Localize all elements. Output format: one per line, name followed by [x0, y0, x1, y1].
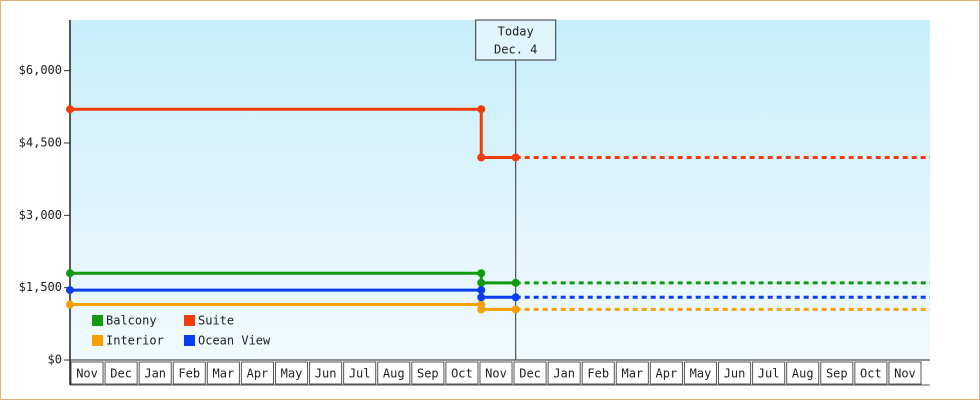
- month-cell: [888, 361, 922, 385]
- series-line: [70, 271, 516, 285]
- point: [511, 153, 520, 162]
- month-cell: [752, 361, 786, 385]
- point: [66, 300, 74, 309]
- legend-label: Interior: [106, 334, 164, 348]
- x-tick-label: Sep: [417, 367, 439, 381]
- month-cell: [240, 361, 274, 385]
- y-tick-label: $3,000: [19, 208, 62, 222]
- month-cell: [615, 361, 649, 385]
- y-tick-label: $6,000: [19, 63, 62, 77]
- x-tick-label: Nov: [76, 367, 98, 381]
- point: [66, 105, 74, 114]
- x-tick-label: Jan: [553, 367, 575, 381]
- legend-swatch: [184, 335, 195, 346]
- point: [66, 286, 74, 295]
- x-tick-label: Oct: [451, 367, 473, 381]
- point: [477, 305, 486, 314]
- y-tick-label: $1,500: [19, 280, 62, 294]
- month-cell: [172, 361, 206, 385]
- point: [477, 293, 486, 302]
- month-cell: [547, 361, 581, 385]
- month-cell: [445, 361, 479, 385]
- month-cell: [411, 361, 445, 385]
- legend-swatch: [92, 335, 103, 346]
- x-tick-label: May: [690, 367, 712, 381]
- legend-label: Balcony: [106, 314, 157, 328]
- y-tick-label: $0: [48, 353, 62, 367]
- month-cell: [309, 361, 343, 385]
- point: [477, 269, 486, 278]
- month-cell: [138, 361, 172, 385]
- x-tick-label: Jan: [144, 367, 166, 381]
- legend-swatch: [92, 315, 103, 326]
- month-cell: [649, 361, 683, 385]
- x-tick-label: Feb: [178, 367, 200, 381]
- series-line: [70, 107, 516, 159]
- x-tick-label: Nov: [485, 367, 507, 381]
- legend-label: Suite: [198, 314, 234, 328]
- legend-label: Ocean View: [198, 334, 271, 348]
- x-tick-label: May: [281, 367, 303, 381]
- month-cell: [70, 361, 104, 385]
- point: [511, 278, 520, 287]
- point: [511, 293, 520, 302]
- point: [477, 286, 486, 295]
- x-tick-label: Dec: [110, 367, 132, 381]
- x-tick-label: Apr: [656, 367, 678, 381]
- month-cell: [718, 361, 752, 385]
- point: [477, 105, 486, 114]
- month-cell: [581, 361, 615, 385]
- today-label: Today: [498, 25, 534, 39]
- x-tick-label: Dec: [519, 367, 541, 381]
- x-tick-label: Jul: [758, 367, 780, 381]
- point: [477, 153, 486, 162]
- legend-swatch: [184, 315, 195, 326]
- month-cell: [343, 361, 377, 385]
- month-cell: [206, 361, 240, 385]
- point: [511, 305, 520, 314]
- month-cell: [786, 361, 820, 385]
- x-tick-label: Jun: [315, 367, 337, 381]
- month-cell: [683, 361, 718, 385]
- x-tick-label: Apr: [247, 367, 269, 381]
- x-tick-label: Jul: [349, 367, 371, 381]
- x-tick-label: Feb: [587, 367, 609, 381]
- x-tick-label: Sep: [826, 367, 848, 381]
- month-cell: [479, 361, 513, 385]
- x-tick-label: Aug: [383, 367, 405, 381]
- month-cell: [513, 361, 547, 385]
- x-tick-label: Nov: [894, 367, 916, 381]
- y-tick-label: $4,500: [19, 135, 62, 149]
- x-tick-label: Mar: [621, 367, 643, 381]
- x-tick-label: Jun: [724, 367, 746, 381]
- x-tick-label: Mar: [213, 367, 235, 381]
- x-tick-label: Aug: [792, 367, 814, 381]
- month-cell: [854, 361, 888, 385]
- month-cell: [820, 361, 854, 385]
- today-label: Dec. 4: [494, 43, 537, 57]
- today-box: [475, 19, 557, 61]
- point: [66, 269, 74, 278]
- x-tick-label: Oct: [860, 367, 882, 381]
- point: [477, 278, 486, 287]
- month-cell: [104, 361, 138, 385]
- month-cell: [377, 361, 411, 385]
- month-cell: [274, 361, 309, 385]
